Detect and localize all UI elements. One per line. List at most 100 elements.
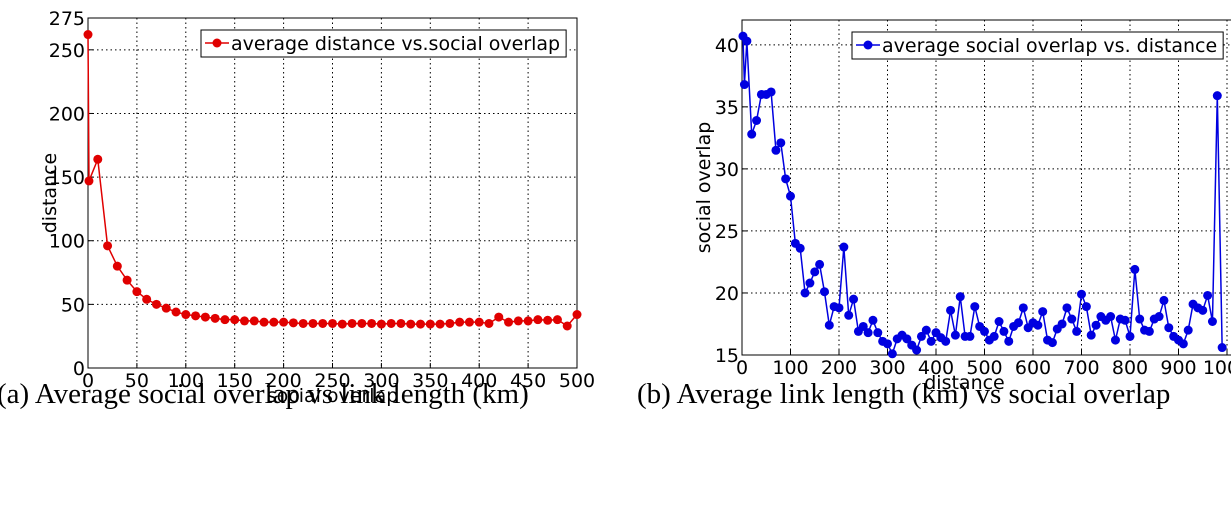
data-point [376,319,386,329]
data-point [494,312,504,322]
legend-box [851,31,1224,60]
legend-box [200,29,567,58]
y-axis-label: distance [39,153,61,234]
x-tick-label: 450 [510,370,546,392]
data-point [1164,323,1174,333]
data-point [239,316,249,326]
data-point [474,317,484,327]
x-tick-label: 600 [1015,357,1051,379]
x-tick-label: 50 [125,370,149,392]
data-point [513,316,523,326]
y-tick-label: 15 [715,345,739,367]
data-point [308,318,318,328]
data-point [249,316,259,326]
data-point [455,317,465,327]
y-tick-label: 275 [49,8,85,30]
x-tick-label: 100 [168,370,204,392]
data-point [1057,319,1067,329]
x-tick-label: 0 [82,370,94,392]
data-point [819,287,829,297]
data-point [357,318,367,328]
x-tick-label: 1000 [1203,357,1231,379]
x-tick-label: 300 [363,370,399,392]
legend-marker [863,40,873,50]
data-point [1159,295,1169,305]
data-point [1047,338,1057,348]
caption: (a) Average social overlap vs link lengt… [0,378,529,410]
data-point [1217,343,1227,353]
data-point [946,305,956,315]
data-point [367,318,377,328]
x-tick-label: 400 [918,357,954,379]
data-point [523,316,533,326]
x-tick-label: 500 [559,370,595,392]
data-point [858,321,868,331]
y-tick-label: 40 [715,35,739,57]
data-point [464,317,474,327]
data-point [93,154,103,164]
data-point [926,336,936,346]
data-point [269,317,279,327]
data-point [484,318,494,328]
data-point [425,319,435,329]
x-tick-label: 700 [1063,357,1099,379]
x-tick-label: 800 [1112,357,1148,379]
data-point [406,319,416,329]
data-point [742,36,752,46]
data-point [1120,315,1130,325]
data-point [416,319,426,329]
data-point [739,80,749,90]
data-point [1154,312,1164,322]
data-point [1212,91,1222,101]
data-point [386,318,396,328]
data-point [1135,314,1145,324]
x-tick-label: 200 [265,370,301,392]
data-point [965,331,975,341]
x-tick-label: 250 [314,370,350,392]
data-point [84,176,94,186]
data-point [1018,303,1028,313]
data-point [1067,314,1077,324]
data-point [1077,289,1086,299]
data-point [810,267,820,277]
data-point [1013,318,1023,328]
data-point [771,145,781,155]
data-point [824,320,834,330]
data-point [1203,290,1213,300]
data-point [132,287,142,297]
x-tick-label: 350 [412,370,448,392]
data-point [786,191,795,201]
data-point [347,318,357,328]
data-point [220,315,230,325]
data-point [1178,339,1188,349]
data-point [112,261,122,271]
data-point [1072,326,1082,336]
data-point [941,336,951,346]
x-tick-label: 150 [217,370,253,392]
data-point [504,317,514,327]
caption: (b) Average link length (km) vs social o… [637,378,1171,410]
data-point [1130,264,1140,274]
y-tick-label: 30 [715,159,739,181]
data-point [210,313,220,323]
y-tick-label: 250 [49,40,85,62]
data-point [396,318,406,328]
data-point [844,310,854,320]
data-point [887,349,897,359]
data-point [834,303,844,313]
series-line [742,36,1223,356]
data-point [552,315,562,325]
y-axis-label: social overlap [693,122,715,254]
y-tick-label: 50 [61,294,85,316]
data-point [795,243,805,253]
data-point [533,315,543,325]
y-tick-label: 200 [49,103,85,125]
data-point [572,310,582,320]
data-point [1033,320,1043,330]
data-point [1198,305,1208,315]
data-point [902,334,912,344]
data-point [800,288,810,298]
data-point [1038,307,1048,317]
